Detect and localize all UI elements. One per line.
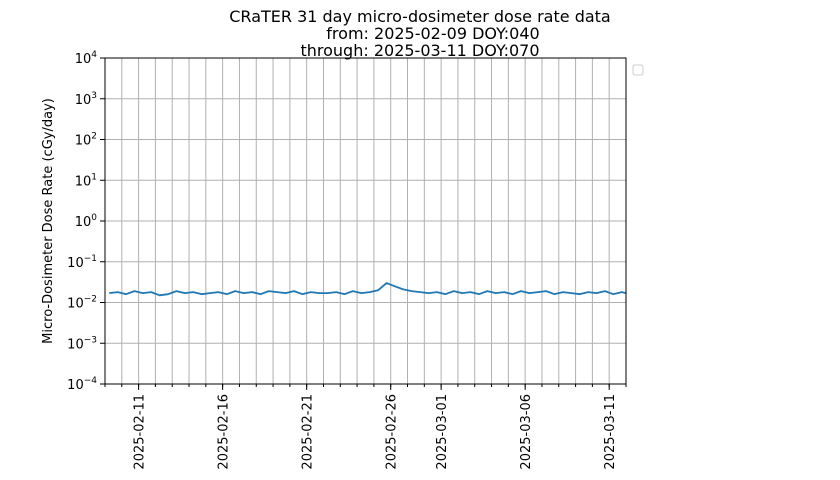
x-tick-label-3: 2025-02-26 [385, 394, 400, 470]
x-axis-ticks: 2025-02-11 2025-02-16 2025-02-21 2025-02-26… [104, 384, 627, 470]
x-tick-label-6: 2025-03-11 [603, 394, 618, 470]
y-tick-label-6: 102 [75, 132, 97, 149]
y-tick-label-8: 104 [75, 50, 98, 67]
y-tick-label-2: 10−2 [67, 295, 97, 312]
x-tick-label-0: 2025-02-11 [133, 394, 148, 470]
y-axis-label: Micro-Dosimeter Dose Rate (cGy/day) [41, 98, 56, 344]
x-tick-label-1: 2025-02-16 [217, 394, 232, 470]
y-tick-label-7: 103 [75, 91, 97, 108]
y-tick-label-4: 100 [75, 213, 98, 230]
y-tick-label-5: 101 [75, 172, 97, 189]
y-axis-ticks: 10−4 10−3 10−2 10−1 100 101 102 103 104 [67, 50, 105, 393]
x-tick-label-2: 2025-02-21 [301, 394, 316, 470]
y-tick-label-1: 10−3 [67, 335, 97, 352]
x-tick-label-4: 2025-03-01 [435, 394, 450, 470]
title-line-2: from: 2025-02-09 DOY:040 [326, 24, 539, 43]
chart-title: CRaTER 31 day micro-dosimeter dose rate … [229, 7, 610, 60]
title-line-1: CRaTER 31 day micro-dosimeter dose rate … [229, 7, 610, 26]
title-line-3: through: 2025-03-11 DOY:070 [300, 41, 539, 60]
legend-box [632, 64, 644, 76]
y-tick-label-0: 10−4 [67, 376, 97, 393]
y-tick-label-3: 10−1 [67, 254, 97, 271]
plot-frame [104, 57, 627, 385]
x-tick-label-5: 2025-03-06 [519, 394, 534, 470]
series-area [109, 282, 627, 297]
grid [105, 58, 626, 384]
series-line-0 [109, 282, 627, 297]
